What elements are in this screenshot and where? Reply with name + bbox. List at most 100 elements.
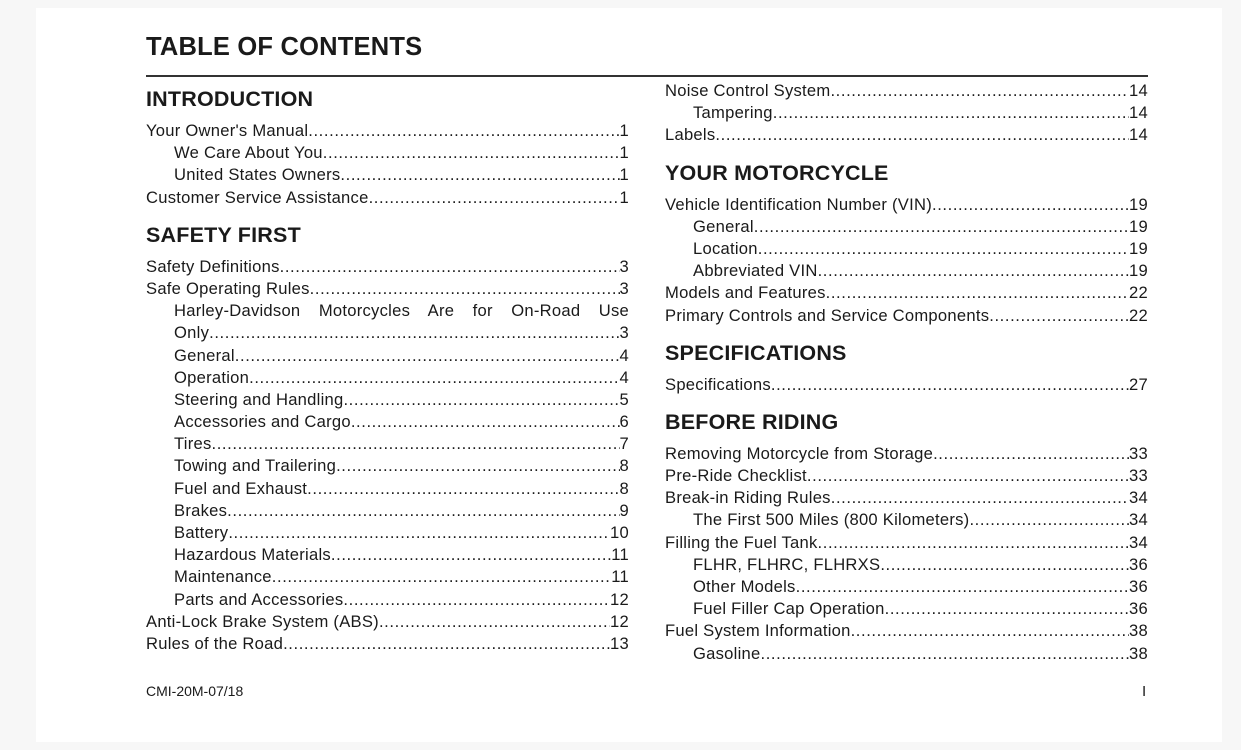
toc-entry[interactable]: Vehicle Identification Number (VIN) 19 — [665, 194, 1148, 216]
dot-leader — [212, 433, 620, 455]
toc-entry[interactable]: Steering and Handling 5 — [146, 389, 629, 411]
toc-entry-page: 9 — [619, 500, 629, 520]
toc-entry-title-line[interactable]: Only 3 — [174, 322, 629, 344]
toc-entry[interactable]: Noise Control System 14 — [665, 80, 1148, 102]
dot-leader — [283, 633, 610, 655]
toc-entry[interactable]: General 19 — [665, 216, 1148, 238]
toc-entry[interactable]: Break-in Riding Rules 34 — [665, 487, 1148, 509]
toc-entry[interactable]: We Care About You 1 — [146, 142, 629, 164]
toc-entry-title: FLHR, FLHRC, FLHRXS — [693, 554, 881, 574]
dot-leader — [830, 80, 1129, 102]
toc-entry[interactable]: Hazardous Materials 11 — [146, 544, 629, 566]
toc-entry[interactable]: Fuel System Information 38 — [665, 620, 1148, 642]
toc-entry[interactable]: FLHR, FLHRC, FLHRXS 36 — [665, 554, 1148, 576]
toc-entry-title: Rules of the Road — [146, 633, 284, 653]
toc-entry[interactable]: Models and Features 22 — [665, 282, 1148, 304]
toc-entry-title: Tires — [174, 434, 212, 454]
toc-entry[interactable]: Filling the Fuel Tank 34 — [665, 532, 1148, 554]
toc-entry[interactable]: Brakes 9 — [146, 500, 629, 522]
toc-entry[interactable]: Accessories and Cargo 6 — [146, 411, 629, 433]
toc-entry-page: 1 — [619, 121, 629, 140]
toc-entry[interactable]: Tampering 14 — [665, 102, 1148, 124]
section-heading: BEFORE RIDING — [665, 409, 839, 434]
toc-entry-title: Break-in Riding Rules — [665, 488, 831, 508]
dot-leader — [209, 322, 619, 344]
dot-leader — [331, 544, 611, 566]
toc-entry-page: 13 — [610, 633, 629, 653]
toc-entry-page: 33 — [1129, 466, 1148, 486]
toc-entry-page: 34 — [1129, 488, 1148, 508]
toc-entry[interactable]: Rules of the Road 13 — [146, 633, 629, 655]
toc-entry-title: The First 500 Miles (800 Kilometers) — [693, 510, 970, 530]
toc-entry[interactable]: General 4 — [146, 345, 629, 367]
dot-leader — [932, 194, 1129, 216]
toc-entry[interactable]: Battery 10 — [146, 522, 629, 544]
dot-leader — [369, 187, 620, 209]
toc-entry-title: Parts and Accessories — [174, 589, 344, 609]
dot-leader — [969, 509, 1129, 531]
toc-entry[interactable]: The First 500 Miles (800 Kilometers) 34 — [665, 509, 1148, 531]
toc-entry[interactable]: Safety Definitions 3 — [146, 256, 629, 278]
toc-entry[interactable]: Primary Controls and Service Components 2… — [665, 305, 1148, 327]
toc-entry[interactable]: Tires 7 — [146, 433, 629, 455]
toc-entry-title: Labels — [665, 125, 716, 145]
toc-entry-page: 3 — [619, 278, 629, 298]
toc-entry[interactable]: Your Owner's Manual 1 — [146, 120, 629, 142]
dot-leader — [351, 411, 620, 433]
toc-entry-title: Gasoline — [693, 643, 761, 663]
toc-entry[interactable]: Abbreviated VIN 19 — [665, 260, 1148, 282]
toc-entry-page: 8 — [619, 456, 629, 476]
dot-leader — [826, 282, 1129, 304]
toc-section: YOUR MOTORCYCLE Vehicle Identification Nu… — [665, 158, 1148, 327]
toc-entry[interactable]: Maintenance 11 — [146, 566, 629, 588]
toc-entry[interactable]: United States Owners 1 — [146, 164, 629, 186]
toc-entry[interactable]: Gasoline 38 — [665, 643, 1148, 665]
dot-leader — [831, 487, 1129, 509]
toc-entry-page: 22 — [1129, 283, 1148, 303]
dot-leader — [851, 620, 1129, 642]
toc-entry[interactable]: Towing and Trailering 8 — [146, 455, 629, 477]
toc-entry-page: 7 — [619, 434, 629, 454]
toc-entry[interactable]: Harley-Davidson Motorcycles Are for On-R… — [146, 300, 629, 344]
toc-entry[interactable]: Location 19 — [665, 238, 1148, 260]
toc-entry-page: 4 — [619, 367, 629, 387]
toc-entry-page: 38 — [1129, 643, 1148, 663]
dot-leader — [343, 389, 619, 411]
toc-entry-title: Filling the Fuel Tank — [665, 532, 818, 552]
toc-entry[interactable]: Customer Service Assistance 1 — [146, 187, 629, 209]
toc-entry[interactable]: Removing Motorcycle from Storage 33 — [665, 443, 1148, 465]
toc-entry[interactable]: Fuel and Exhaust 8 — [146, 478, 629, 500]
dot-leader — [235, 345, 620, 367]
toc-entry-page: 12 — [610, 611, 629, 631]
toc-entry[interactable]: Specifications 27 — [665, 374, 1148, 396]
toc-entry-title: Pre-Ride Checklist — [665, 466, 807, 486]
toc-entry-page: 4 — [619, 345, 629, 365]
toc-entry[interactable]: Labels 14 — [665, 124, 1148, 146]
toc-entry-page: 5 — [619, 389, 629, 409]
toc-entry[interactable]: Safe Operating Rules 3 — [146, 278, 629, 300]
toc-entry[interactable]: Other Models 36 — [665, 576, 1148, 598]
toc-entry-page: 19 — [1129, 238, 1148, 258]
toc-entry-title: Only — [174, 323, 210, 343]
toc-entry-title: Tampering — [693, 103, 773, 123]
toc-entry-title: Safe Operating Rules — [146, 278, 310, 298]
toc-entry-title: Maintenance — [174, 567, 272, 587]
toc-entry-title: Steering and Handling — [174, 389, 344, 409]
toc-entry[interactable]: Operation 4 — [146, 367, 629, 389]
toc-entry[interactable]: Fuel Filler Cap Operation 36 — [665, 598, 1148, 620]
toc-entry-page: 19 — [1129, 194, 1148, 214]
toc-entry-page: 14 — [1129, 81, 1148, 100]
page-number: I — [1142, 683, 1147, 700]
dot-leader — [773, 102, 1129, 124]
toc-entry-page: 19 — [1129, 261, 1148, 281]
toc-entry[interactable]: Anti-Lock Brake System (ABS) 12 — [146, 611, 629, 633]
toc-entry-page: 11 — [611, 545, 629, 565]
toc-entry-title: Towing and Trailering — [174, 456, 337, 476]
toc-entry-title-line: Harley-Davidson Motorcycles Are for On-R… — [174, 301, 629, 321]
toc-entry[interactable]: Pre-Ride Checklist 33 — [665, 465, 1148, 487]
dot-leader — [228, 522, 610, 544]
toc-section: SPECIFICATIONS Specifications 27 — [665, 338, 1148, 396]
toc-entry[interactable]: Parts and Accessories 12 — [146, 589, 629, 611]
dot-leader — [310, 278, 620, 300]
